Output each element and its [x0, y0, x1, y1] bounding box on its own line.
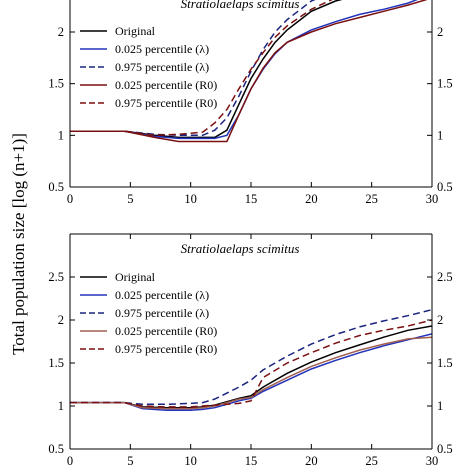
- y-tick-label-right: 0.5: [437, 180, 453, 194]
- x-tick-label: 25: [365, 192, 378, 206]
- series-line-3: [70, 308, 432, 406]
- y-tick-label-left: 1.5: [48, 356, 64, 370]
- y-tick-label-left: 1.5: [48, 77, 64, 91]
- y-tick-label-left: 1: [58, 399, 64, 413]
- x-tick-label: 30: [426, 454, 439, 468]
- y-tick-label-left: 2: [58, 313, 64, 327]
- legend-label: Original: [115, 270, 156, 284]
- x-tick-label: 5: [127, 454, 133, 468]
- legend-label: 0.025 percentile (λ): [115, 288, 209, 302]
- y-tick-label-left: 0.5: [48, 442, 64, 456]
- y-tick-label-right: 1.5: [437, 356, 453, 370]
- series-line-5: [70, 0, 333, 137]
- series-line-4: [70, 336, 432, 410]
- x-tick-label: 30: [426, 192, 439, 206]
- y-axis-label: Total population size [log (n+1)]: [9, 133, 28, 355]
- y-tick-label-right: 2.5: [437, 270, 453, 284]
- x-tick-label: 20: [305, 192, 318, 206]
- series-line-4: [70, 0, 428, 143]
- legend-label: Original: [115, 24, 156, 38]
- series-line-1: [70, 325, 432, 409]
- legend-label: 0.975 percentile (R0): [115, 96, 217, 110]
- y-tick-label-left: 2: [58, 25, 64, 39]
- y-tick-label-right: 1.5: [437, 77, 453, 91]
- x-tick-label: 10: [184, 192, 197, 206]
- chart-title: Stratiolaelaps scimitus: [181, 0, 300, 11]
- y-tick-label-right: 1: [437, 399, 443, 413]
- legend-label: 0.025 percentile (λ): [115, 42, 209, 56]
- legend-label: 0.975 percentile (R0): [115, 342, 217, 356]
- x-tick-label: 0: [67, 454, 73, 468]
- series-line-1: [70, 0, 343, 139]
- series-line-5: [70, 319, 432, 408]
- y-tick-label-left: 2.5: [48, 270, 64, 284]
- x-tick-label: 5: [127, 192, 133, 206]
- x-tick-label: 0: [67, 192, 73, 206]
- bottom-panel: 0 5 10 15 20 25 300.5 0.51 11.5 1.52 22.5 2.5Strati…: [48, 233, 453, 468]
- y-tick-label-left: 1: [58, 128, 64, 142]
- y-tick-label-right: 1: [437, 128, 443, 142]
- top-panel: 0 5 10 15 20 25 300.5 0.51 11.5 1.52 2Stratiolaela…: [48, 0, 453, 206]
- chart-title: Stratiolaelaps scimitus: [181, 241, 300, 256]
- y-tick-label-right: 0.5: [437, 442, 453, 456]
- y-tick-label-right: 2: [437, 25, 443, 39]
- legend-label: 0.025 percentile (R0): [115, 324, 217, 338]
- legend-label: 0.025 percentile (R0): [115, 78, 217, 92]
- x-tick-label: 10: [184, 454, 197, 468]
- x-tick-label: 15: [245, 454, 258, 468]
- legend-label: 0.975 percentile (λ): [115, 306, 209, 320]
- legend-label: 0.975 percentile (λ): [115, 60, 209, 74]
- y-tick-label-right: 2: [437, 313, 443, 327]
- series-line-2: [70, 333, 432, 412]
- x-tick-label: 25: [365, 454, 378, 468]
- x-tick-label: 20: [305, 454, 318, 468]
- x-tick-label: 15: [245, 192, 258, 206]
- y-tick-label-left: 0.5: [48, 180, 64, 194]
